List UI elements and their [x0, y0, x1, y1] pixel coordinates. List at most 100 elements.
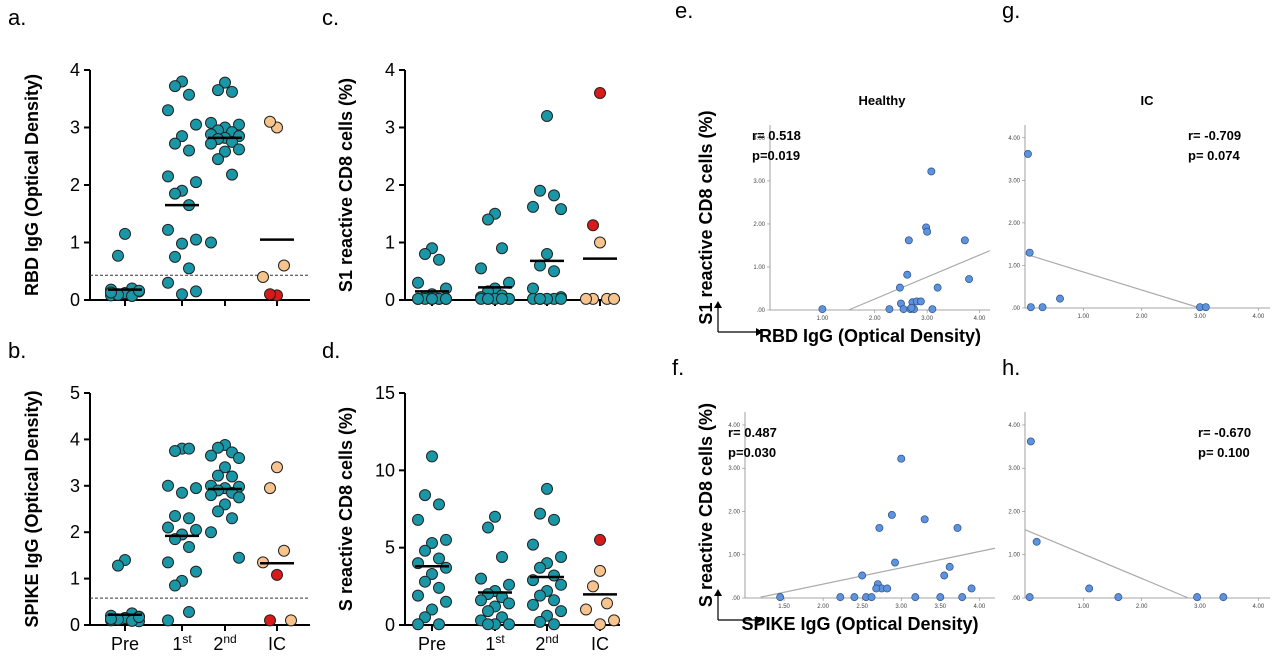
- panel-letter: a.: [8, 5, 26, 30]
- arrow-head-right: [756, 616, 763, 624]
- r-value: r= -0.670: [1198, 425, 1251, 440]
- data-point: [818, 305, 827, 314]
- x-tick-label: 2.00: [817, 604, 829, 610]
- panel-title: IC: [1141, 93, 1155, 108]
- data-point: [776, 593, 785, 602]
- y-tick-label: 0: [70, 615, 80, 635]
- arrow-head-up: [714, 301, 722, 308]
- y-tick-label: 4: [70, 429, 80, 449]
- data-point: [548, 594, 560, 607]
- x-tick-label: 3.00: [1194, 314, 1206, 320]
- y-axis-label: S1 reactive CD8 cells (%): [696, 110, 716, 324]
- data-point: [176, 237, 188, 250]
- panel-b: b. 0 1 2 3 4 5 SPIKE IgG (Optical Density) Pre 1s…: [8, 338, 310, 654]
- data-point: [412, 513, 424, 526]
- data-point: [928, 305, 937, 314]
- x-tick-label: 2.50: [856, 604, 868, 610]
- data-point: [226, 512, 238, 525]
- r-value: r= 0.518: [752, 128, 801, 143]
- panel-f: f. 4.00 3.00 2.00 1.00 .00 1.50 2.00 2.50 3.00 3.5…: [672, 355, 996, 634]
- data-point: [899, 305, 908, 314]
- data-point: [219, 76, 231, 89]
- data-point: [162, 614, 174, 627]
- data-point: [426, 537, 438, 550]
- data-point: [496, 242, 508, 255]
- data-point: [433, 581, 445, 594]
- data-point: [162, 223, 174, 236]
- y-tick-label: .00: [732, 596, 741, 602]
- data-point: [169, 137, 181, 150]
- data-point: [426, 567, 438, 580]
- data-point: [482, 213, 494, 226]
- data-point: [933, 283, 942, 292]
- data-point: [205, 236, 217, 249]
- data-point: [162, 104, 174, 117]
- data-point: [440, 561, 452, 574]
- data-point: [541, 110, 553, 122]
- data-point: [548, 569, 560, 582]
- y-tick-label: 2.00: [1008, 509, 1020, 515]
- data-point: [419, 489, 431, 502]
- panel-letter: h.: [1002, 355, 1020, 380]
- data-point: [594, 87, 606, 99]
- data-point: [426, 292, 438, 305]
- y-tick-label: 10: [375, 460, 395, 480]
- data-point: [534, 615, 546, 628]
- x-tick-label: 3.00: [1194, 604, 1206, 610]
- data-point: [205, 449, 217, 462]
- data-point: [482, 618, 494, 631]
- data-point: [226, 85, 238, 98]
- data-point: [503, 578, 515, 591]
- y-tick-label: .00: [1012, 596, 1021, 602]
- y-axis-label: S1 reactive CD8 cells (%): [336, 78, 356, 292]
- data-point: [278, 259, 290, 272]
- x-tick-label: 1.00: [1077, 314, 1089, 320]
- y-tick-label: 1: [70, 569, 80, 589]
- data-point: [271, 461, 283, 474]
- data-point: [176, 486, 188, 499]
- data-point: [162, 521, 174, 534]
- data-point: [219, 145, 231, 158]
- data-point: [555, 292, 567, 305]
- data-point: [965, 275, 973, 283]
- data-point: [548, 618, 560, 631]
- data-point: [548, 265, 560, 278]
- x-tick-label: 3.00: [921, 316, 933, 322]
- data-point: [534, 507, 546, 520]
- data-point: [916, 297, 925, 306]
- data-point: [183, 442, 195, 455]
- data-point: [233, 451, 245, 464]
- data-point: [169, 509, 181, 522]
- data-point: [594, 533, 606, 546]
- x-axis-label: RBD IgG (Optical Density): [759, 326, 981, 346]
- y-tick-label: 15: [375, 383, 395, 403]
- data-point: [226, 168, 238, 181]
- data-point: [907, 303, 916, 312]
- x-tick-label: 4.00: [974, 604, 986, 610]
- p-value: p= 0.100: [1198, 445, 1250, 460]
- data-point: [940, 571, 949, 580]
- data-point: [412, 618, 424, 631]
- r-value: r= -0.709: [1188, 128, 1241, 143]
- data-point: [183, 512, 195, 525]
- data-point: [1201, 303, 1210, 312]
- data-point: [897, 454, 906, 463]
- data-point: [953, 523, 962, 532]
- y-tick-label: 3.00: [728, 466, 740, 472]
- regression-line: [760, 547, 996, 598]
- data-point: [1032, 537, 1041, 546]
- data-point: [183, 262, 195, 275]
- data-point: [850, 593, 859, 602]
- data-point: [205, 489, 217, 502]
- data-point: [169, 250, 181, 263]
- data-point: [162, 479, 174, 492]
- y-tick-label: 3.00: [1008, 466, 1020, 472]
- data-point: [1056, 294, 1064, 303]
- y-tick-label: 1: [70, 233, 80, 253]
- data-point: [433, 498, 445, 511]
- data-point: [875, 523, 884, 532]
- data-point: [503, 618, 515, 631]
- data-point: [264, 115, 276, 128]
- x-tick-label: 2.00: [1136, 604, 1148, 610]
